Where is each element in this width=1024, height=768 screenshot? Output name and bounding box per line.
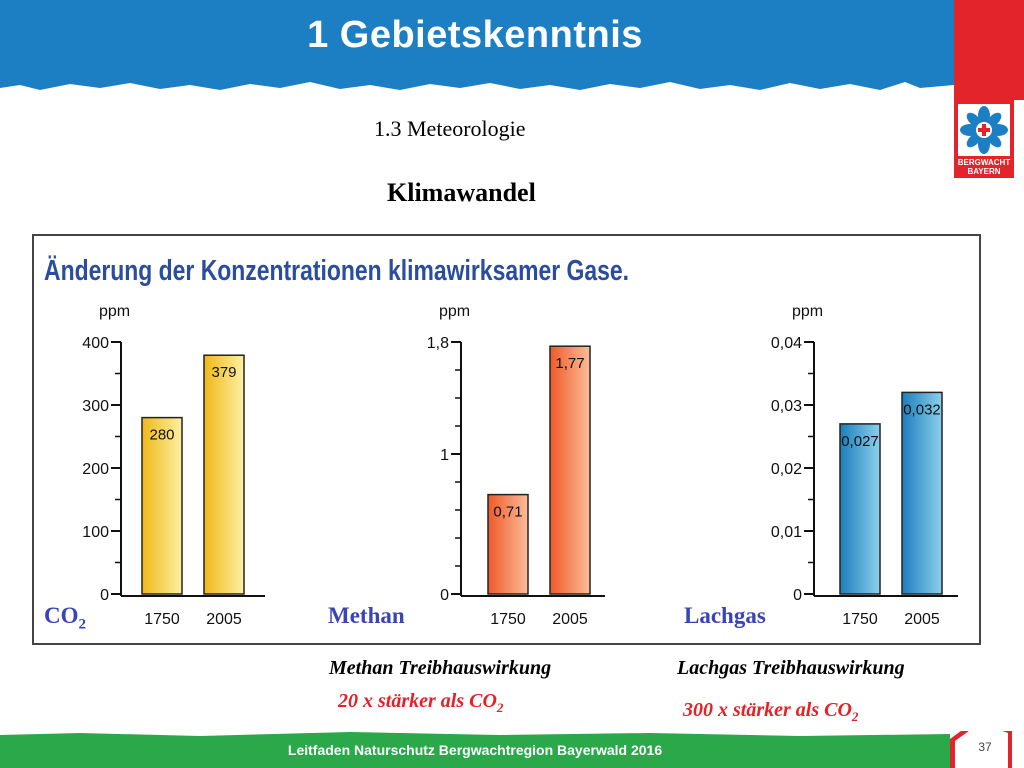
bar-1-1 <box>549 345 591 595</box>
methan-note-text: 20 x stärker als CO2 <box>338 690 503 716</box>
main-heading: Klimawandel <box>387 178 536 207</box>
lachgas-note-title: Lachgas Treibhauswirkung <box>677 657 905 679</box>
category-label-1-0: 1750 <box>490 611 526 628</box>
edelweiss-icon <box>958 104 1010 156</box>
lachgas-note-text: 300 x stärker als CO2 <box>683 699 858 725</box>
category-label-2-0: 1750 <box>842 611 878 628</box>
gas-label-co2-sub: 2 <box>78 616 87 633</box>
lachgas-note-sub: 2 <box>851 709 859 724</box>
bar-2-0 <box>839 423 881 595</box>
gas-label-co2: CO2 <box>44 603 86 634</box>
data-label-1-1: 1,77 <box>555 355 584 372</box>
tick-label-0-1: 100 <box>82 524 109 541</box>
data-label-2-0: 0,027 <box>841 433 879 450</box>
bar-1-0 <box>487 493 529 595</box>
logo-text-line2: BAYERN <box>967 167 1001 176</box>
category-label-2-1: 2005 <box>904 611 940 628</box>
tick-label-0-0: 0 <box>100 587 109 604</box>
bar-2-1 <box>901 391 943 595</box>
header-red-strip <box>954 0 1024 100</box>
methan-note-text-main: 20 x stärker als CO <box>338 690 497 712</box>
tick-label-0-2: 200 <box>82 461 109 478</box>
unit-label-0: ppm <box>99 303 130 320</box>
page-number: 37 <box>978 740 992 754</box>
category-label-0-0: 1750 <box>144 611 180 628</box>
header-banner <box>0 0 954 90</box>
category-label-0-1: 2005 <box>206 611 242 628</box>
footer-text: Leitfaden Naturschutz Bergwachtregion Ba… <box>287 742 663 758</box>
bar-0-0 <box>141 416 183 595</box>
bar-0-1 <box>203 354 245 595</box>
tick-label-1-1: 1 <box>440 447 449 464</box>
tick-label-0-4: 400 <box>82 335 109 352</box>
data-label-1-0: 0,71 <box>493 504 522 521</box>
data-label-0-1: 379 <box>211 364 236 381</box>
methan-note-sub: 2 <box>496 700 504 715</box>
tick-label-2-3: 0,03 <box>771 398 802 415</box>
lachgas-note-text-main: 300 x stärker als CO <box>683 699 852 721</box>
tick-label-0-3: 300 <box>82 398 109 415</box>
tick-label-1-2: 1,8 <box>427 335 449 352</box>
bergwacht-logo: BERGWACHT BAYERN <box>954 100 1014 178</box>
gas-label-methan: Methan <box>328 603 405 628</box>
data-label-0-0: 280 <box>149 427 174 444</box>
tick-label-2-4: 0,04 <box>771 335 802 352</box>
category-label-1-1: 2005 <box>552 611 588 628</box>
logo-text-line1: BERGWACHT <box>957 158 1011 167</box>
tick-label-2-1: 0,01 <box>771 524 802 541</box>
gas-label-lachgas: Lachgas <box>684 603 766 628</box>
tick-label-1-0: 0 <box>440 587 449 604</box>
unit-label-2: ppm <box>792 303 823 320</box>
tick-label-2-0: 0 <box>793 587 802 604</box>
page-title: 1 Gebietskenntnis <box>307 14 643 56</box>
chart-panel: Änderung der Konzentrationen klimawirksa… <box>32 234 981 645</box>
tick-label-2-2: 0,02 <box>771 461 802 478</box>
footer-banner <box>0 731 1012 768</box>
methan-note-title: Methan Treibhauswirkung <box>329 657 552 679</box>
unit-label-1: ppm <box>439 303 470 320</box>
gas-label-co2-text: CO <box>44 603 79 628</box>
section-subtitle: 1.3 Meteorologie <box>374 116 526 141</box>
data-label-2-1: 0,032 <box>903 401 941 418</box>
chart-title: Änderung der Konzentrationen klimawirksa… <box>44 254 629 287</box>
gas-concentration-chart: Änderung der Konzentrationen klimawirksa… <box>44 254 958 628</box>
